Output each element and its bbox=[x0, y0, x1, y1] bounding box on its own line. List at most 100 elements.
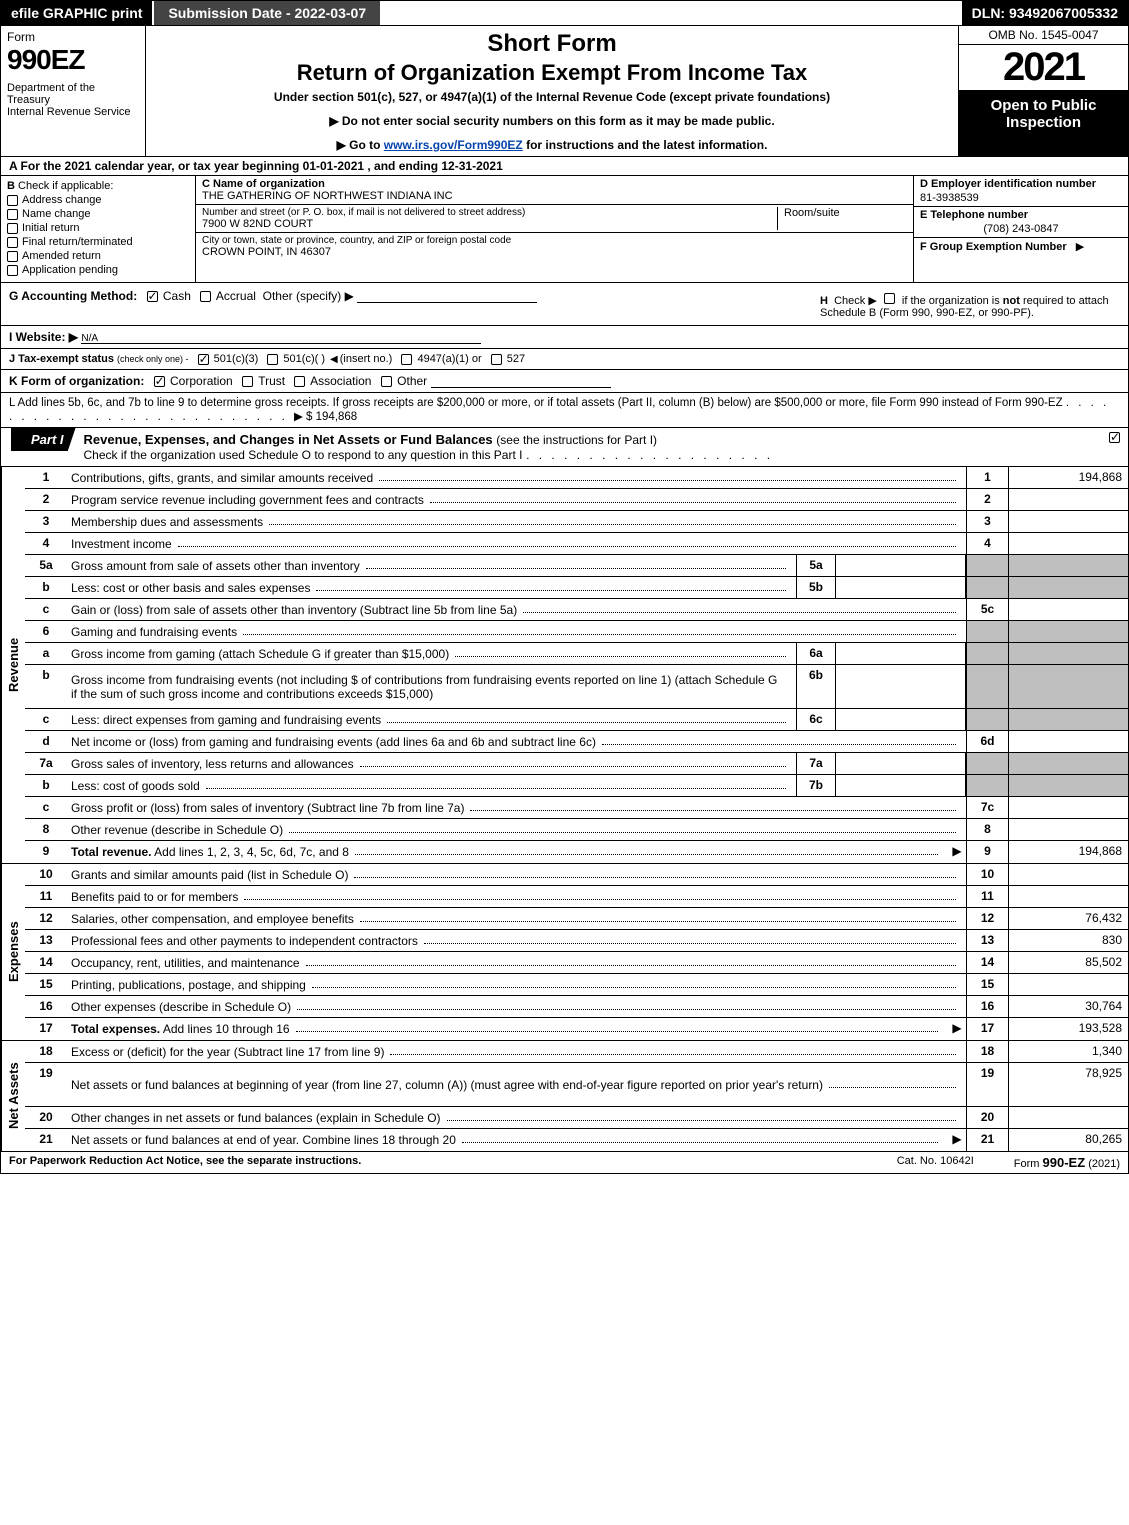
line-row: cGross profit or (loss) from sales of in… bbox=[25, 797, 1128, 819]
chk-amended-return[interactable]: Amended return bbox=[7, 250, 189, 262]
line-row: 6Gaming and fundraising events bbox=[25, 621, 1128, 643]
chk-501c[interactable] bbox=[267, 354, 278, 365]
chk-trust[interactable] bbox=[242, 376, 253, 387]
line-description: Gaming and fundraising events bbox=[67, 621, 966, 642]
line-row: 9Total revenue. Add lines 1, 2, 3, 4, 5c… bbox=[25, 841, 1128, 863]
chk-527[interactable] bbox=[491, 354, 502, 365]
col-c-org: C Name of organization THE GATHERING OF … bbox=[196, 176, 913, 282]
line-row: 1Contributions, gifts, grants, and simil… bbox=[25, 467, 1128, 489]
sub-line-box: 7b bbox=[796, 775, 836, 796]
netassets-table: Net Assets 18Excess or (deficit) for the… bbox=[0, 1041, 1129, 1152]
sub-value-box[interactable] bbox=[836, 775, 966, 796]
leader-dots bbox=[430, 493, 956, 503]
line-box-shaded bbox=[966, 621, 1008, 642]
form-label: Form bbox=[7, 30, 139, 44]
chk-initial-return[interactable]: Initial return bbox=[7, 222, 189, 234]
line-value-shaded bbox=[1008, 665, 1128, 708]
line-box: 6d bbox=[966, 731, 1008, 752]
chk-4947[interactable] bbox=[401, 354, 412, 365]
website-field[interactable]: N/A bbox=[81, 330, 481, 344]
revenue-vertical-label: Revenue bbox=[1, 467, 25, 863]
org-street-row: Number and street (or P. O. box, if mail… bbox=[196, 205, 913, 233]
chk-address-change[interactable]: Address change bbox=[7, 194, 189, 206]
chk-schedule-b[interactable] bbox=[884, 293, 895, 304]
line-value bbox=[1008, 731, 1128, 752]
chk-accrual[interactable] bbox=[200, 291, 211, 302]
line-row: 17Total expenses. Add lines 10 through 1… bbox=[25, 1018, 1128, 1040]
tel-label: E Telephone number bbox=[920, 209, 1122, 221]
line-value-shaded bbox=[1008, 643, 1128, 664]
line-number: 18 bbox=[25, 1041, 67, 1062]
street: 7900 W 82ND COURT bbox=[202, 218, 777, 230]
sub-value-box[interactable] bbox=[836, 577, 966, 598]
arrow-icon: ▶ bbox=[1076, 241, 1084, 253]
other-org-field[interactable] bbox=[431, 374, 611, 388]
sub-value-box[interactable] bbox=[836, 555, 966, 576]
line-number: 1 bbox=[25, 467, 67, 488]
line-box: 17 bbox=[966, 1018, 1008, 1040]
line-box: 14 bbox=[966, 952, 1008, 973]
efile-print-label[interactable]: efile GRAPHIC print bbox=[1, 1, 152, 25]
expense-lines: 10Grants and similar amounts paid (list … bbox=[25, 864, 1128, 1040]
leader-dots bbox=[244, 890, 956, 900]
line-box-shaded bbox=[966, 709, 1008, 730]
chk-name-change[interactable]: Name change bbox=[7, 208, 189, 220]
ein-label: D Employer identification number bbox=[920, 178, 1122, 190]
arrow-icon: ▶ bbox=[948, 841, 966, 863]
chk-application-pending[interactable]: Application pending bbox=[7, 264, 189, 276]
line-box: 15 bbox=[966, 974, 1008, 995]
checkbox-icon bbox=[7, 265, 18, 276]
sub-value-box[interactable] bbox=[836, 709, 966, 730]
leader-dots bbox=[447, 1111, 956, 1121]
no-ssn-warning: ▶ Do not enter social security numbers o… bbox=[154, 114, 950, 128]
line-number: 11 bbox=[25, 886, 67, 907]
line-box: 5c bbox=[966, 599, 1008, 620]
col-def: D Employer identification number 81-3938… bbox=[913, 176, 1128, 282]
chk-other-org[interactable] bbox=[381, 376, 392, 387]
line-number: 13 bbox=[25, 930, 67, 951]
chk-final-return[interactable]: Final return/terminated bbox=[7, 236, 189, 248]
sub-value-box[interactable] bbox=[836, 643, 966, 664]
line-description: Less: cost of goods sold bbox=[67, 775, 796, 796]
page-footer: For Paperwork Reduction Act Notice, see … bbox=[0, 1152, 1129, 1174]
group-exemption-row: F Group Exemption Number ▶ bbox=[914, 238, 1128, 282]
part-1-checkbox[interactable] bbox=[1101, 428, 1128, 450]
irs-link[interactable]: www.irs.gov/Form990EZ bbox=[384, 138, 523, 152]
accounting-method: G Accounting Method: Cash Accrual Other … bbox=[9, 289, 800, 319]
form-header: Form 990EZ Department of the Treasury In… bbox=[0, 26, 1129, 157]
chk-association[interactable] bbox=[294, 376, 305, 387]
goto-pre: ▶ Go to bbox=[337, 138, 384, 152]
line-description: Professional fees and other payments to … bbox=[67, 930, 966, 951]
line-row: 2Program service revenue including gover… bbox=[25, 489, 1128, 511]
chk-cash[interactable] bbox=[147, 291, 158, 302]
line-value bbox=[1008, 1107, 1128, 1128]
line-box: 1 bbox=[966, 467, 1008, 488]
arrow-icon: ▶ bbox=[294, 411, 303, 423]
line-row: bGross income from fundraising events (n… bbox=[25, 665, 1128, 709]
line-number: 14 bbox=[25, 952, 67, 973]
tax-year: 2021 bbox=[959, 45, 1128, 91]
line-description: Other revenue (describe in Schedule O) bbox=[67, 819, 966, 840]
sub-value-box[interactable] bbox=[836, 665, 966, 708]
chk-501c3[interactable] bbox=[198, 354, 209, 365]
other-specify-field[interactable] bbox=[357, 289, 537, 303]
sub-value-box[interactable] bbox=[836, 753, 966, 774]
leader-dots bbox=[312, 978, 956, 988]
line-number: c bbox=[25, 797, 67, 818]
header-center: Short Form Return of Organization Exempt… bbox=[146, 26, 958, 156]
tel-value: (708) 243-0847 bbox=[920, 223, 1122, 235]
line-row: cGain or (loss) from sale of assets othe… bbox=[25, 599, 1128, 621]
leader-dots bbox=[424, 934, 956, 944]
checkbox-icon bbox=[7, 237, 18, 248]
netassets-vertical-label: Net Assets bbox=[1, 1041, 25, 1151]
line-value-shaded bbox=[1008, 577, 1128, 598]
line-value bbox=[1008, 797, 1128, 818]
line-description: Contributions, gifts, grants, and simila… bbox=[67, 467, 966, 488]
line-description: Net assets or fund balances at end of ye… bbox=[67, 1129, 948, 1151]
leader-dots bbox=[297, 1000, 956, 1010]
leader-dots bbox=[829, 1078, 956, 1088]
line-value: 193,528 bbox=[1008, 1018, 1128, 1040]
header-left: Form 990EZ Department of the Treasury In… bbox=[1, 26, 146, 156]
line-box-shaded bbox=[966, 775, 1008, 796]
chk-corporation[interactable] bbox=[154, 376, 165, 387]
